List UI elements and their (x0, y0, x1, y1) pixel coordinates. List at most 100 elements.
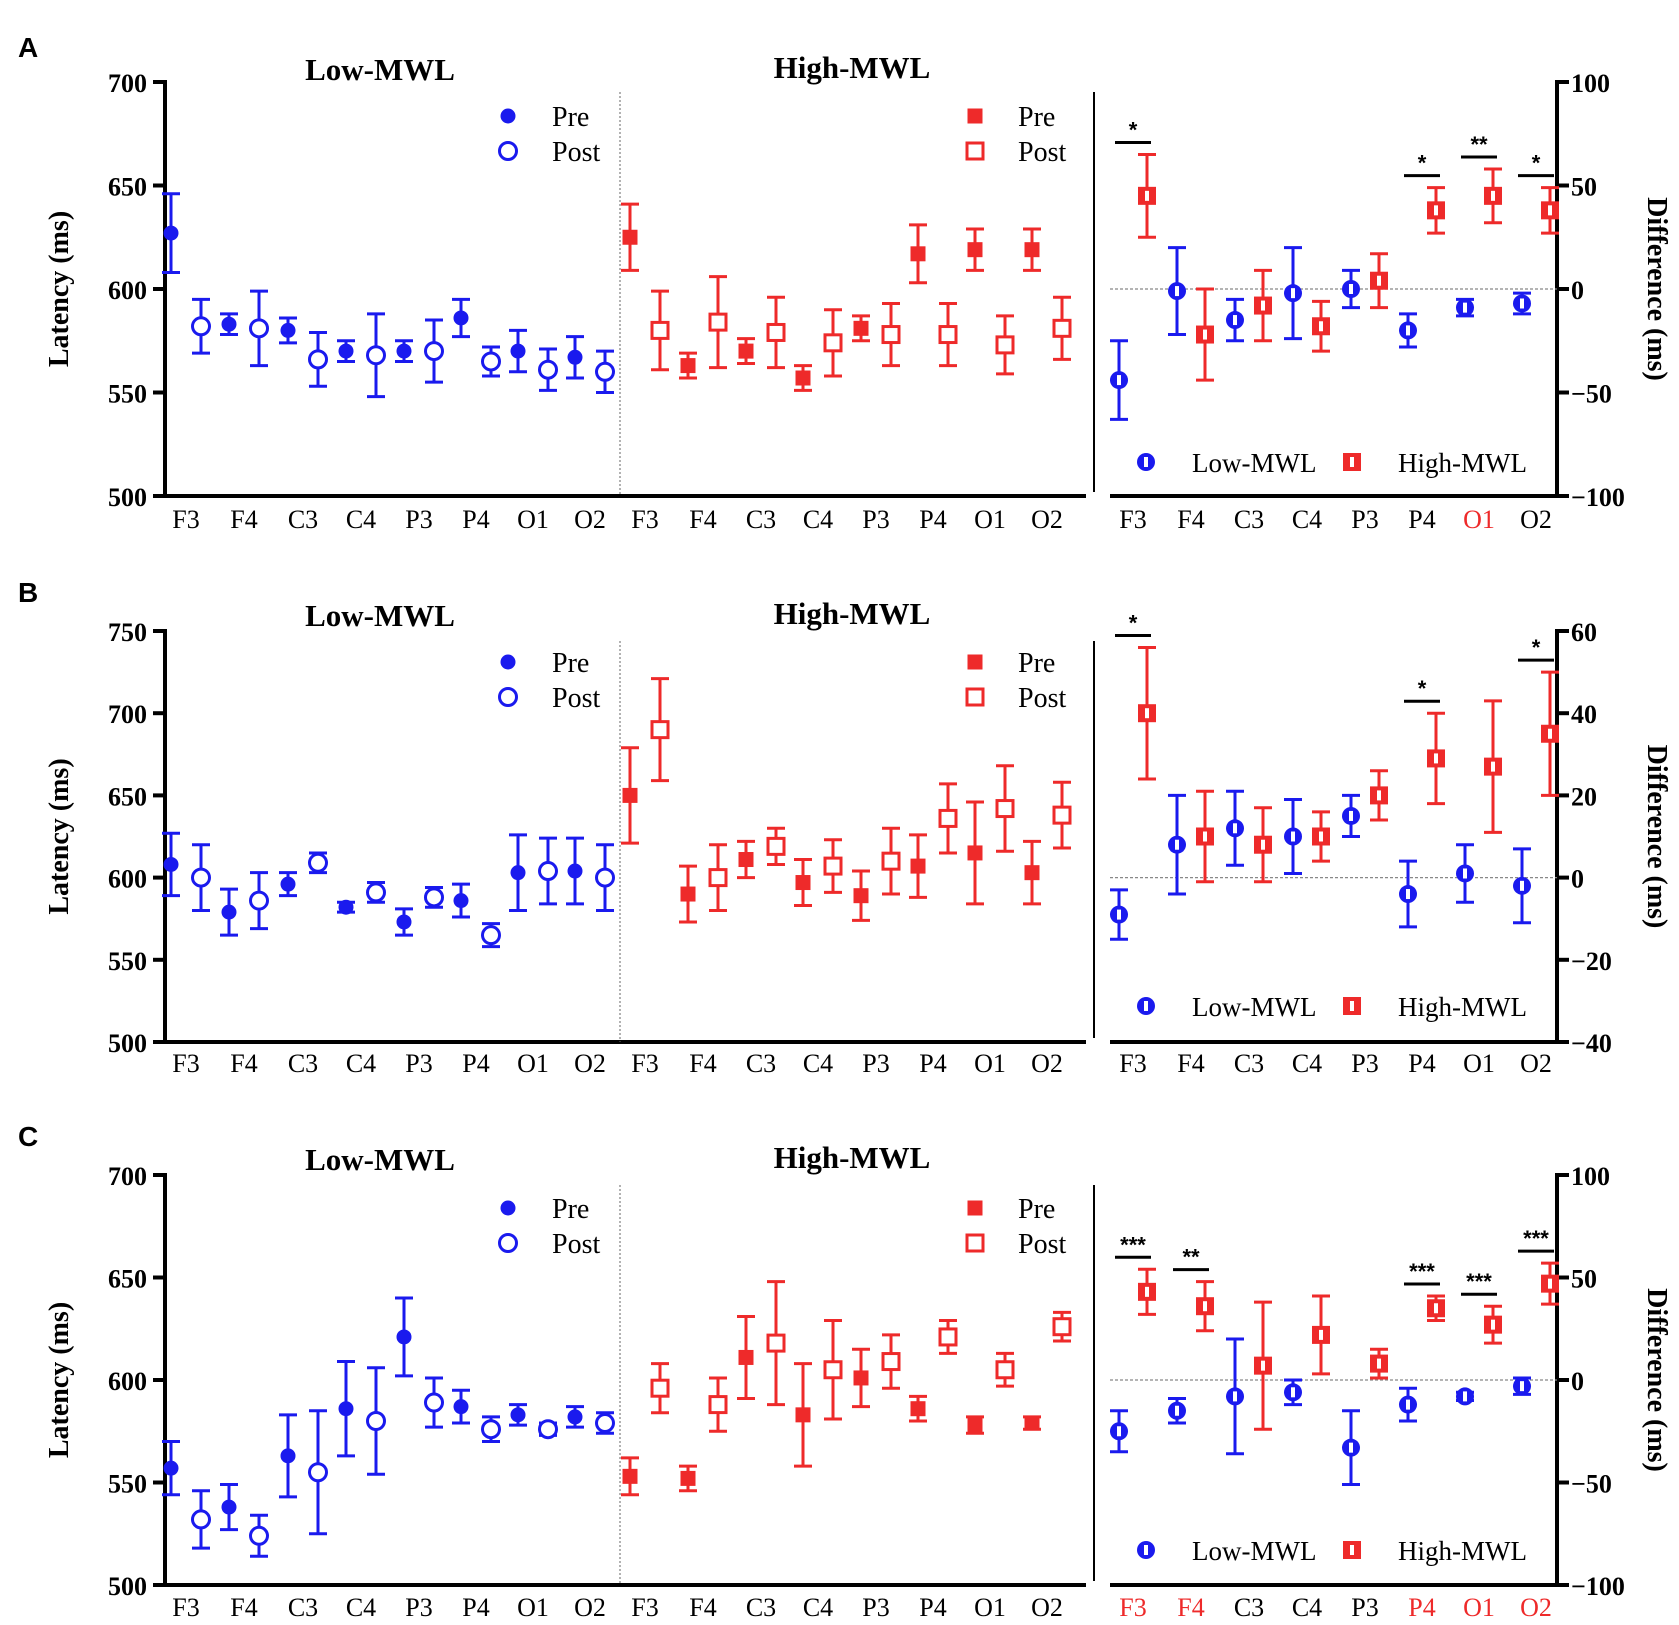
diff-x-tick-label: O1 (1463, 1049, 1495, 1078)
low-pre-point (163, 856, 179, 872)
low-post-point (249, 890, 269, 911)
low-diff-point-inner (1175, 839, 1179, 850)
high-post-point (766, 1333, 786, 1353)
high-post-point (995, 1360, 1015, 1380)
legend-low-post-marker (498, 1233, 518, 1253)
significance-label: * (1532, 151, 1541, 176)
diff-x-tick-label: P4 (1408, 1593, 1435, 1622)
low-post-point (595, 361, 615, 382)
x-tick-label: F4 (230, 1593, 257, 1622)
x-tick-label: P4 (919, 1049, 946, 1078)
low-diff-point-inner (1117, 909, 1121, 920)
high-pre-point (738, 343, 754, 359)
y-tick-label: 750 (108, 618, 147, 647)
low-post-point (366, 345, 386, 366)
low-pre-point (163, 1460, 179, 1476)
high-diff-point-inner (1145, 190, 1149, 201)
high-diff-point-inner (1548, 205, 1552, 216)
high-diff-point-inner (1145, 1286, 1149, 1297)
significance-label: *** (1120, 1232, 1146, 1257)
high-post-point (650, 320, 670, 340)
high-diff-point-inner (1434, 753, 1438, 764)
high-pre-point (795, 370, 811, 386)
low-post-point (308, 349, 328, 370)
x-tick-label: F3 (172, 1049, 199, 1078)
low-diff-point-inner (1406, 1399, 1410, 1410)
high-post-point (766, 322, 786, 342)
low-post-point (538, 359, 558, 380)
high-pre-point (910, 1401, 926, 1417)
diff-x-tick-label: F3 (1119, 1049, 1146, 1078)
x-tick-label: P3 (862, 1049, 889, 1078)
x-tick-label: P3 (405, 1593, 432, 1622)
high-post-point (708, 1395, 728, 1415)
low-diff-point-inner (1520, 298, 1524, 309)
y-tick-label: 700 (108, 1162, 147, 1191)
high-post-point (708, 312, 728, 332)
high-diff-point-inner (1377, 275, 1381, 286)
low-post-point (595, 1413, 615, 1434)
significance-label: ** (1182, 1245, 1200, 1270)
x-tick-label: O1 (974, 505, 1006, 534)
low-pre-point (280, 876, 296, 892)
x-tick-label: F4 (230, 1049, 257, 1078)
legend-low-diff-marker-inner (1144, 457, 1148, 467)
y-tick-label: 600 (108, 1367, 147, 1396)
legend-pre-label: Pre (1018, 1194, 1055, 1225)
y-axis-title: Latency (ms) (44, 758, 75, 914)
significance-label: * (1418, 676, 1427, 701)
significance-label: *** (1466, 1269, 1492, 1294)
legend-high-pre-marker (967, 108, 983, 124)
y2-tick-label: 60 (1571, 618, 1597, 647)
diff-x-tick-label: C3 (1234, 505, 1264, 534)
legend-pre-label: Pre (552, 648, 589, 679)
low-pre-point (567, 863, 583, 879)
x-tick-label: O1 (517, 1593, 549, 1622)
legend-high-diff-marker-inner (1350, 1001, 1354, 1011)
low-post-point (366, 1411, 386, 1431)
y-tick-label: 600 (108, 276, 147, 305)
legend-post-label: Post (552, 137, 600, 168)
low-diff-point-inner (1349, 1442, 1353, 1453)
high-pre-point (967, 845, 983, 861)
x-tick-label: F3 (172, 505, 199, 534)
low-pre-point (567, 1409, 583, 1425)
significance-label: * (1532, 635, 1541, 660)
high-diff-point-inner (1203, 831, 1207, 842)
y-tick-label: 700 (108, 69, 147, 98)
y-tick-label: 550 (108, 1470, 147, 1499)
y-tick-label: 500 (108, 1572, 147, 1601)
low-group-title: Low-MWL (305, 52, 455, 87)
y2-tick-label: 50 (1571, 173, 1597, 202)
low-post-point (308, 1462, 328, 1483)
y-axis-title: Latency (ms) (44, 1302, 75, 1458)
legend-high-diff-marker-inner (1350, 1545, 1354, 1555)
x-tick-label: C3 (288, 1049, 318, 1078)
high-post-point (995, 799, 1015, 819)
legend-low-label: Low-MWL (1192, 992, 1316, 1022)
low-post-point (424, 1392, 444, 1413)
diff-x-tick-label: O2 (1520, 1049, 1552, 1078)
low-pre-point (510, 865, 526, 881)
legend-post-label: Post (552, 1229, 600, 1260)
legend-low-label: Low-MWL (1192, 1536, 1316, 1566)
y2-tick-label: 40 (1571, 700, 1597, 729)
x-tick-label: P4 (462, 1049, 489, 1078)
y2-tick-label: −50 (1571, 380, 1612, 409)
legend-high-label: High-MWL (1398, 1536, 1527, 1566)
low-post-point (481, 925, 501, 946)
x-tick-label: O2 (574, 505, 606, 534)
high-post-point (938, 1327, 958, 1347)
high-pre-point (680, 886, 696, 902)
y-tick-label: 550 (108, 380, 147, 409)
x-tick-label: C3 (746, 1593, 776, 1622)
y2-axis-title: Difference (ms) (1641, 745, 1672, 929)
x-tick-label: P4 (919, 505, 946, 534)
high-post-point (938, 808, 958, 828)
low-pre-point (338, 343, 354, 359)
diff-x-tick-label: C4 (1292, 1049, 1322, 1078)
y-tick-label: 600 (108, 865, 147, 894)
x-tick-label: P3 (405, 505, 432, 534)
high-pre-point (910, 858, 926, 874)
diff-x-tick-label: P4 (1408, 1049, 1435, 1078)
